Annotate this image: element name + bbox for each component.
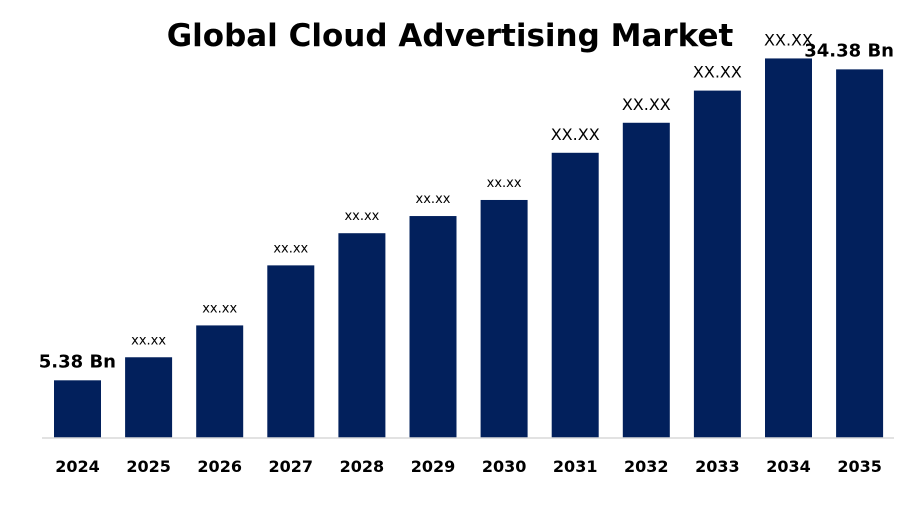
category-label-2024: 2024 (55, 457, 100, 476)
bar-2025 (125, 357, 173, 438)
category-label-2033: 2033 (695, 457, 740, 476)
data-label-2033: XX.XX (693, 63, 742, 82)
data-label-2029: xx.xx (416, 192, 451, 207)
bar-2034 (765, 58, 812, 438)
category-label-2025: 2025 (126, 457, 171, 476)
data-label-2027: xx.xx (273, 241, 308, 256)
data-label-2026: xx.xx (202, 301, 237, 316)
category-label-2027: 2027 (269, 457, 314, 476)
bar-2030 (480, 199, 528, 438)
bar-2027 (267, 265, 315, 438)
data-label-2031: XX.XX (551, 125, 600, 144)
category-labels-group: 2024 2025 2026 2027 2028 2029 2030 2031 2032 2033… (55, 457, 882, 476)
category-label-2034: 2034 (766, 457, 811, 476)
data-label-2024: 5.38 Bn (39, 351, 116, 372)
category-label-2032: 2032 (624, 457, 669, 476)
bar-2024 (54, 380, 101, 438)
value-labels-group: 5.38 Bn xx.xx xx.xx xx.xx xx.xx xx.xx xx.xx XX.… (39, 30, 894, 372)
category-label-2028: 2028 (340, 457, 385, 476)
bar-2026 (196, 325, 244, 438)
category-label-2029: 2029 (411, 457, 456, 476)
data-label-2032: XX.XX (622, 95, 671, 114)
bar-2035 (836, 69, 884, 439)
data-label-2025: xx.xx (131, 333, 166, 348)
bar-2029 (409, 216, 457, 438)
data-label-2035: 34.38 Bn (804, 40, 894, 61)
category-label-2030: 2030 (482, 457, 527, 476)
bars-group (54, 58, 884, 439)
category-label-2031: 2031 (553, 457, 598, 476)
data-label-2028: xx.xx (344, 209, 379, 224)
category-label-2026: 2026 (197, 457, 242, 476)
data-label-2034: XX.XX (764, 30, 813, 49)
data-label-2030: xx.xx (487, 176, 522, 191)
category-label-2035: 2035 (837, 457, 882, 476)
chart-title: Global Cloud Advertising Market (166, 18, 734, 54)
bar-2033 (693, 90, 741, 438)
bar-2031 (551, 152, 599, 439)
bar-2032 (622, 122, 670, 439)
bar-2028 (338, 233, 386, 438)
